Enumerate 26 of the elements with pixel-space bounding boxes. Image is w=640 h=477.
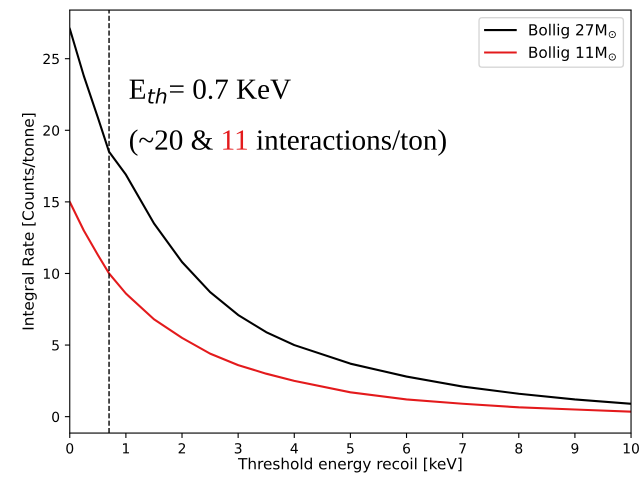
y-axis-title: Integral Rate [Counts/tonne]: [22, 114, 37, 330]
legend-label: Bollig 27M$_{⊙}$: [529, 24, 616, 39]
annotation: E$_{th}$= 0.7 KeV: [130, 79, 291, 104]
x-tick-label: 9: [571, 443, 578, 454]
x-tick-label: 3: [234, 443, 242, 454]
y-tick-label: 0: [52, 412, 60, 422]
x-axis-title: Threshold energy recoil [keV]: [238, 458, 462, 472]
x-tick-label: 1: [122, 443, 130, 454]
legend-label: Bollig 11M$_{⊙}$: [529, 46, 616, 62]
x-tick-label: 8: [515, 443, 522, 454]
x-tick-label: 6: [403, 443, 410, 454]
x-tick-label: 5: [347, 443, 354, 454]
y-tick-label: 25: [43, 54, 59, 64]
x-tick-label: 10: [624, 443, 639, 454]
annotation: 11: [223, 130, 247, 150]
x-tick-label: 4: [290, 443, 298, 454]
y-tick-label: 15: [44, 197, 59, 208]
y-tick-label: 5: [52, 340, 59, 351]
y-tick-label: 20: [43, 125, 60, 136]
annotation: (~20 &: [130, 129, 213, 156]
x-tick-label: 7: [459, 443, 466, 454]
x-tick-label: 2: [178, 443, 186, 454]
x-tick-label: 0: [66, 443, 74, 454]
y-tick-label: 10: [44, 268, 60, 279]
line-series: [70, 200, 632, 413]
annotation: interactions/ton): [256, 129, 446, 156]
